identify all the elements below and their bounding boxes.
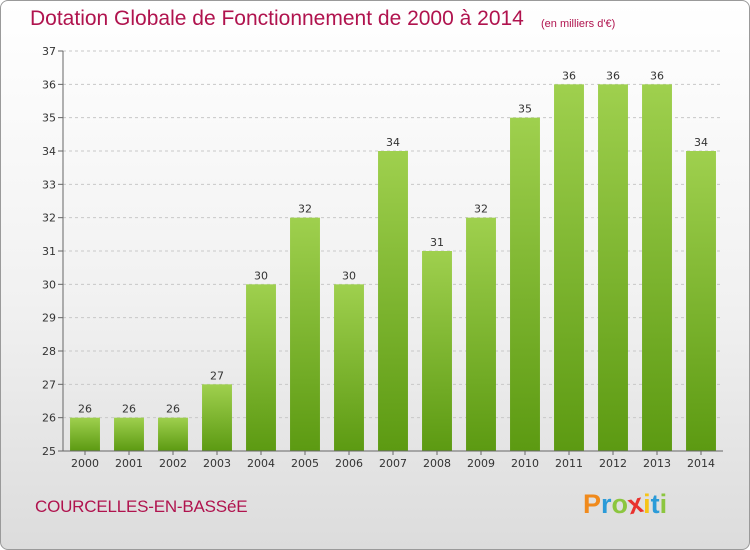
y-tick-label: 32: [42, 212, 56, 225]
bar-2001: [114, 417, 144, 451]
commune-name: COURCELLES-EN-BASSéE: [35, 497, 248, 516]
y-tick-label: 33: [42, 178, 56, 191]
x-tick-label-2013: 2013: [643, 457, 671, 470]
chart-title: Dotation Globale de Fonctionnement de 20…: [30, 7, 524, 30]
value-label-2008: 31: [430, 236, 444, 249]
bar-2002: [158, 417, 188, 451]
value-label-2000: 26: [78, 403, 92, 416]
value-label-2004: 30: [254, 269, 268, 282]
logo-letter: o: [611, 489, 629, 519]
bar-2005: [290, 217, 320, 451]
y-tick-label: 31: [42, 245, 56, 258]
value-label-2007: 34: [386, 136, 400, 149]
value-label-2003: 27: [210, 369, 224, 382]
x-tick-label-2003: 2003: [203, 457, 231, 470]
bar-2014: [686, 151, 716, 451]
logo-letter: P: [583, 489, 602, 519]
bar-2000: [70, 417, 100, 451]
x-tick-label-2010: 2010: [511, 457, 539, 470]
value-label-2013: 36: [650, 69, 664, 82]
bar-2006: [334, 284, 364, 451]
y-tick-label: 34: [42, 145, 56, 158]
bar-2007: [378, 151, 408, 451]
axes: [58, 50, 723, 455]
x-tick-label-2001: 2001: [115, 457, 143, 470]
y-tick-label: 25: [42, 445, 56, 458]
logo-letter: t: [650, 489, 660, 519]
y-tick-label: 36: [42, 78, 56, 91]
bar-2008: [422, 251, 452, 451]
x-tick-label-2006: 2006: [335, 457, 363, 470]
y-tick-label: 26: [42, 412, 56, 425]
x-tick-label-2005: 2005: [291, 457, 319, 470]
value-label-2001: 26: [122, 403, 136, 416]
bar-2013: [642, 84, 672, 451]
x-tick-label-2011: 2011: [555, 457, 583, 470]
logo-letter: r: [601, 489, 612, 519]
value-label-2005: 32: [298, 203, 312, 216]
value-label-2014: 34: [694, 136, 708, 149]
y-tick-label: 30: [42, 278, 56, 291]
x-tick-label-2008: 2008: [423, 457, 451, 470]
y-tick-label: 27: [42, 378, 56, 391]
chart-unit: (en milliers d'€): [541, 18, 616, 30]
proxiti-logo: Proxiti: [583, 488, 668, 520]
labels: 25 26 27 28 29 30 31 32 33 34 35 36 37 26 2000 26 2001 26…: [42, 45, 715, 470]
logo-letter: i: [643, 489, 651, 519]
logo-letter: i: [659, 489, 668, 519]
bar-2011: [554, 84, 584, 451]
x-tick-label-2014: 2014: [687, 457, 715, 470]
bar-2010: [510, 117, 540, 452]
value-label-2002: 26: [166, 403, 180, 416]
y-tick-label: 35: [42, 112, 56, 125]
x-tick-label-2009: 2009: [467, 457, 495, 470]
x-tick-label-2012: 2012: [599, 457, 627, 470]
value-label-2010: 35: [518, 103, 532, 116]
value-label-2012: 36: [606, 69, 620, 82]
y-tick-label: 29: [42, 312, 56, 325]
value-label-2011: 36: [562, 69, 576, 82]
x-tick-label-2002: 2002: [159, 457, 187, 470]
bar-2003: [202, 384, 232, 451]
bar-2012: [598, 84, 628, 451]
y-tick-label: 28: [42, 345, 56, 358]
x-tick-label-2004: 2004: [247, 457, 275, 470]
value-label-2006: 30: [342, 269, 356, 282]
x-tick-label-2000: 2000: [71, 457, 99, 470]
value-label-2009: 32: [474, 203, 488, 216]
bar-2009: [466, 217, 496, 451]
bars: [70, 84, 716, 452]
x-tick-label-2007: 2007: [379, 457, 407, 470]
bar-2004: [246, 284, 276, 451]
y-tick-label: 37: [42, 45, 56, 58]
